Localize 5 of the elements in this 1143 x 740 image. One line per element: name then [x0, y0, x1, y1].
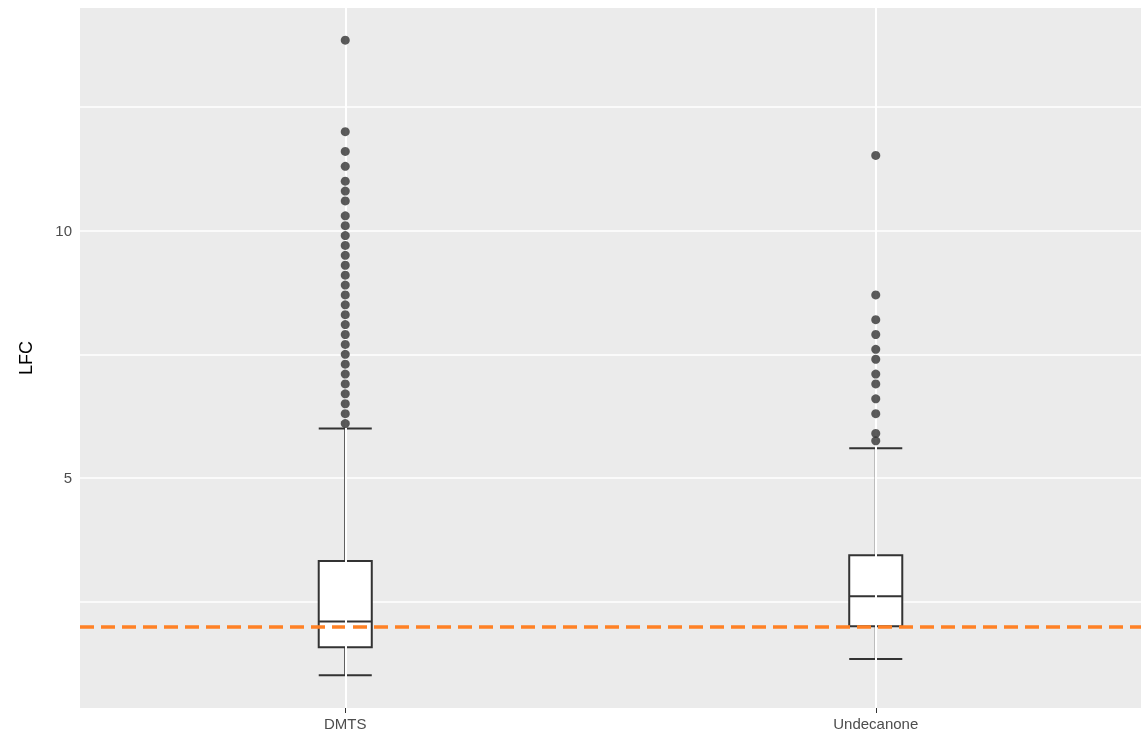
y-axis-title: LFC — [16, 340, 36, 376]
x-tick-label: DMTS — [324, 715, 367, 732]
y-tick-label: 5 — [63, 469, 72, 487]
y-tick-label: 10 — [55, 222, 72, 240]
x-tick-label: Undecanone — [833, 715, 919, 732]
